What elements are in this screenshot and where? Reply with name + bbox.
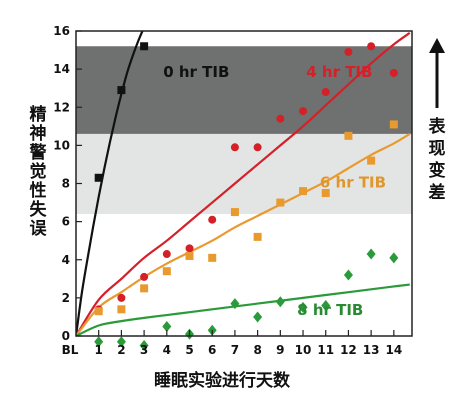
point-8-hr-tib-3	[139, 340, 149, 352]
point-6-hr-tib-12	[344, 131, 353, 140]
point-4-hr-tib-12	[344, 47, 353, 56]
point-6-hr-tib-7	[230, 208, 239, 217]
x-tick-label-5: 5	[185, 343, 193, 357]
point-8-hr-tib-7	[230, 298, 240, 310]
y-tick-label-2: 2	[62, 291, 70, 305]
y-axis-title: 精神警觉性失误	[29, 104, 48, 239]
x-tick-label-4: 4	[163, 343, 171, 357]
series-labels: 0 hr TIB 4 hr TIB 6 hr TIB 8 hr TIB	[163, 63, 386, 319]
trend-line-4-hr-tib	[76, 32, 411, 336]
y-tick-label-16: 16	[53, 24, 70, 38]
performance-bands	[76, 46, 412, 214]
point-6-hr-tib-11	[321, 189, 330, 198]
point-8-hr-tib-11	[321, 300, 331, 311]
series-label-8-hr-tib: 8 hr TIB	[297, 301, 363, 319]
point-4-hr-tib-2	[117, 293, 126, 302]
point-4-hr-tib-6	[208, 215, 217, 224]
x-tick-label-6: 6	[208, 343, 216, 357]
point-4-hr-tib-4	[162, 250, 171, 259]
point-6-hr-tib-3	[140, 284, 149, 293]
point-6-hr-tib-6	[208, 253, 217, 262]
x-tick-label-14: 14	[385, 343, 402, 357]
point-6-hr-tib-10	[299, 187, 308, 196]
point-8-hr-tib-2	[116, 336, 126, 348]
x-tick-label-9: 9	[276, 343, 284, 357]
x-axis-ticks: BL 1 2 3 4 5 6 7 8 9 10 11 12 13 14	[62, 330, 402, 357]
point-4-hr-tib-13	[367, 42, 376, 51]
y-tick-label-0: 0	[62, 329, 70, 343]
point-8-hr-tib-9	[275, 296, 285, 308]
trend-line-8-hr-tib	[76, 283, 410, 336]
y-tick-label-12: 12	[53, 100, 70, 114]
point-6-hr-tib-14	[389, 120, 398, 129]
x-tick-label-12: 12	[340, 343, 357, 357]
x-tick-label-11: 11	[317, 343, 334, 357]
x-tick-label-BL: BL	[62, 343, 79, 357]
point-4-hr-tib-9	[276, 114, 285, 123]
band-1	[76, 133, 412, 214]
point-0-hr-tib-1	[94, 173, 103, 182]
point-6-hr-tib-1	[94, 307, 103, 316]
point-0-hr-tib-3	[140, 42, 149, 51]
point-4-hr-tib-10	[299, 107, 308, 116]
point-8-hr-tib-10	[298, 301, 308, 313]
point-6-hr-tib-8	[253, 232, 262, 241]
x-tick-label-3: 3	[140, 343, 148, 357]
point-4-hr-tib-14	[389, 68, 398, 77]
x-axis-title: 睡眠实验进行天数	[154, 370, 291, 391]
point-8-hr-tib-13	[366, 248, 376, 260]
point-6-hr-tib-2	[117, 305, 126, 314]
point-0-hr-tib-2	[117, 86, 126, 95]
data-points	[94, 42, 399, 352]
point-6-hr-tib-4	[162, 267, 171, 276]
y-tick-label-6: 6	[62, 215, 70, 229]
arrow-head-icon	[429, 38, 445, 53]
point-8-hr-tib-14	[389, 252, 399, 264]
y-tick-label-8: 8	[62, 177, 70, 191]
trend-curves	[76, 31, 411, 336]
point-8-hr-tib-8	[253, 311, 263, 323]
series-label-4-hr-tib: 4 hr TIB	[306, 63, 372, 81]
x-tick-label-2: 2	[117, 343, 125, 357]
point-6-hr-tib-9	[276, 198, 285, 207]
band-0	[76, 46, 412, 134]
point-4-hr-tib-11	[321, 88, 330, 96]
x-tick-label-13: 13	[363, 343, 380, 357]
point-8-hr-tib-1	[94, 336, 104, 348]
x-tick-label-1: 1	[95, 343, 103, 357]
point-8-hr-tib-12	[343, 269, 353, 281]
point-4-hr-tib-5	[185, 244, 194, 253]
series-label-6-hr-tib: 6 hr TIB	[320, 173, 386, 191]
y-tick-label-4: 4	[62, 253, 70, 267]
x-tick-label-7: 7	[231, 343, 239, 357]
series-label-0-hr-tib: 0 hr TIB	[163, 63, 229, 81]
y-tick-label-10: 10	[53, 138, 70, 152]
x-tick-label-8: 8	[253, 343, 261, 357]
point-4-hr-tib-3	[140, 272, 149, 281]
point-6-hr-tib-5	[185, 251, 194, 260]
svg-text:精神警觉性失误: 精神警觉性失误	[29, 104, 48, 239]
trend-line-6-hr-tib	[76, 132, 411, 336]
point-6-hr-tib-13	[367, 156, 376, 165]
worse-performance-arrow: 表现变差	[429, 38, 447, 203]
y-axis-ticks: 0 2 4 6 8 10 12 14 16	[53, 24, 82, 343]
worse-performance-label: 表现变差	[429, 116, 447, 203]
point-4-hr-tib-8	[253, 143, 262, 152]
point-8-hr-tib-4	[162, 320, 172, 332]
point-4-hr-tib-7	[230, 143, 239, 152]
y-tick-label-14: 14	[53, 62, 70, 76]
x-tick-label-10: 10	[295, 343, 312, 357]
